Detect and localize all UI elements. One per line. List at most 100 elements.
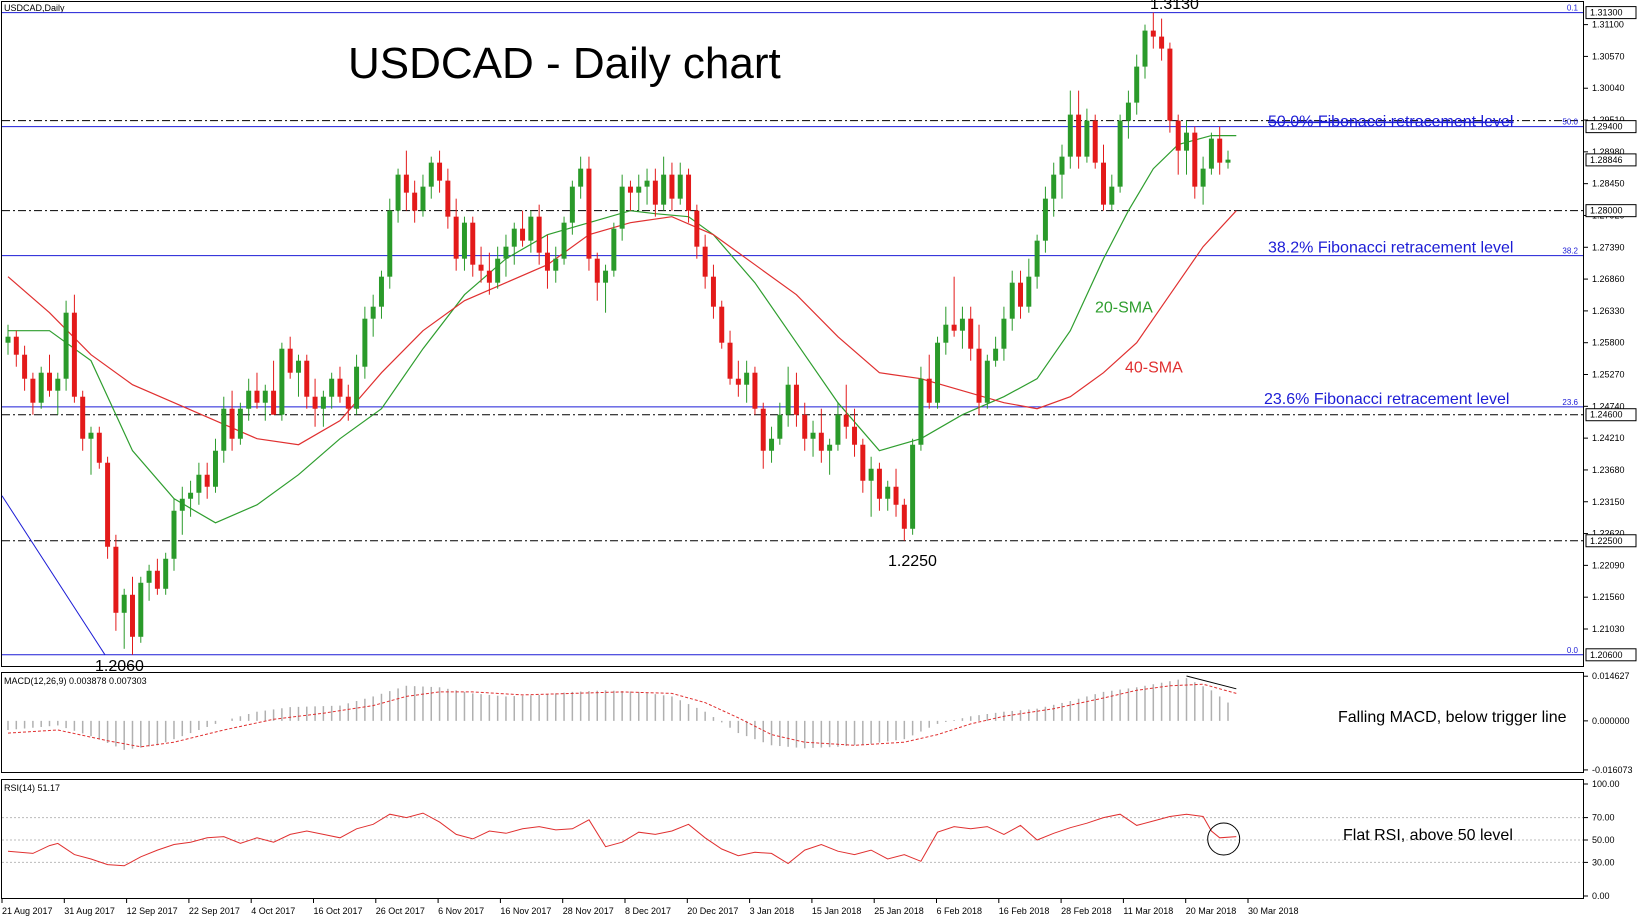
x-tick-label: 28 Nov 2017 [563, 906, 614, 916]
candle-body [212, 450, 218, 487]
candle-body [1200, 168, 1206, 187]
candle-body [130, 594, 135, 637]
x-tick-label: 8 Dec 2017 [625, 906, 671, 916]
candle-body [694, 210, 700, 247]
macd-label: MACD(12,26,9) 0.003878 0.007303 [4, 676, 147, 686]
candle-body [262, 390, 268, 403]
candle-body [644, 180, 650, 187]
x-tick-label: 4 Oct 2017 [251, 906, 295, 916]
annotation-text: 1.3130 [1150, 0, 1199, 13]
candle-body [171, 510, 177, 559]
candle-body [5, 336, 11, 343]
candle-body [88, 432, 94, 439]
candle-body [943, 324, 949, 343]
rsi-highlight-circle [1207, 822, 1241, 856]
candle-body [959, 318, 965, 331]
x-tick-label: 11 Mar 2018 [1123, 906, 1173, 916]
candle-body [254, 390, 260, 403]
candle-body [1192, 132, 1198, 187]
candle-body [752, 372, 758, 409]
candle-body [885, 486, 891, 499]
annotation-text: 40-SMA [1125, 360, 1183, 377]
macd-annotation: Falling MACD, below trigger line [1338, 709, 1567, 726]
candle-body [38, 372, 44, 403]
candle-body [578, 168, 584, 187]
candle-body [229, 408, 235, 439]
candle-body [1217, 138, 1223, 163]
candle-body [619, 186, 625, 229]
chart-title: USDCAD - Daily chart [348, 39, 781, 88]
candlesticks [5, 12, 1231, 655]
candle-body [503, 246, 509, 259]
price-tag-label: 1.22500 [1590, 536, 1623, 546]
y-tick-label: 1.30040 [1592, 83, 1625, 93]
candle-body [860, 444, 866, 481]
candle-body [486, 270, 492, 283]
candle-body [1134, 66, 1140, 103]
candle-body [279, 348, 285, 415]
x-tick-label: 6 Feb 2018 [937, 906, 983, 916]
candle-body [163, 558, 169, 589]
candle-body [370, 306, 376, 319]
annotation-text: 38.2% Fibonacci retracement level [1268, 240, 1513, 257]
candle-body [345, 396, 351, 409]
candle-body [511, 228, 517, 247]
rsi-y-tick-label: 70.00 [1592, 813, 1615, 823]
candle-body [686, 174, 692, 211]
macd-y-tick-label: 0.000000 [1592, 716, 1630, 726]
price-tag-box [1585, 204, 1637, 218]
candle-body [1092, 120, 1098, 163]
candle-body [1026, 276, 1032, 307]
candle-body [520, 228, 526, 241]
price-tag-box [1585, 153, 1637, 167]
candle-body [827, 444, 833, 451]
x-tick-label: 31 Aug 2017 [64, 906, 115, 916]
price-tag-box [1585, 6, 1637, 20]
candle-body [312, 396, 318, 409]
candle-body [727, 342, 733, 379]
candle-body [744, 372, 750, 385]
macd-y-tick-label: 0.014627 [1592, 671, 1630, 681]
candle-body [910, 444, 916, 529]
y-tick-label: 1.21030 [1592, 624, 1625, 634]
candle-body [221, 408, 227, 451]
trend-line [1, 495, 106, 656]
candle-body [935, 342, 941, 403]
candle-body [636, 186, 642, 193]
candle-body [320, 396, 326, 409]
rsi-y-tick-label: 30.00 [1592, 857, 1615, 867]
level-label: 50.0 [1562, 118, 1578, 127]
candle-body [627, 186, 633, 193]
candle-body [470, 222, 476, 265]
price-tag-box [1585, 648, 1637, 662]
candle-body [528, 216, 534, 241]
y-tick-label: 1.28450 [1592, 179, 1625, 189]
price-tag-label: 1.24600 [1590, 410, 1623, 420]
y-tick-label: 1.23680 [1592, 465, 1625, 475]
candle-body [735, 378, 741, 385]
y-tick-label: 1.26330 [1592, 306, 1625, 316]
candle-body [710, 276, 716, 307]
candle-body [1084, 120, 1090, 157]
y-tick-label: 1.24210 [1592, 433, 1625, 443]
x-tick-label: 6 Nov 2017 [438, 906, 484, 916]
y-tick-label: 1.25270 [1592, 370, 1625, 380]
candle-body [652, 180, 658, 205]
price-tag-label: 1.28000 [1590, 206, 1623, 216]
candle-body [495, 258, 501, 283]
candle-body [412, 192, 418, 211]
price-tag-label: 1.20600 [1590, 650, 1623, 660]
candle-body [22, 354, 28, 379]
candle-body [719, 306, 725, 343]
candle-body [179, 498, 185, 511]
rsi-line [7, 812, 1237, 867]
price-tag-label: 1.31300 [1590, 8, 1623, 18]
candle-body [968, 318, 974, 349]
candle-body [30, 378, 36, 403]
x-tick-label: 20 Dec 2017 [687, 906, 738, 916]
price-tag-box [1585, 120, 1637, 134]
candle-body [378, 276, 384, 307]
y-tick-label: 1.27390 [1592, 242, 1625, 252]
candle-body [138, 582, 144, 637]
y-tick-label: 1.21560 [1592, 592, 1625, 602]
